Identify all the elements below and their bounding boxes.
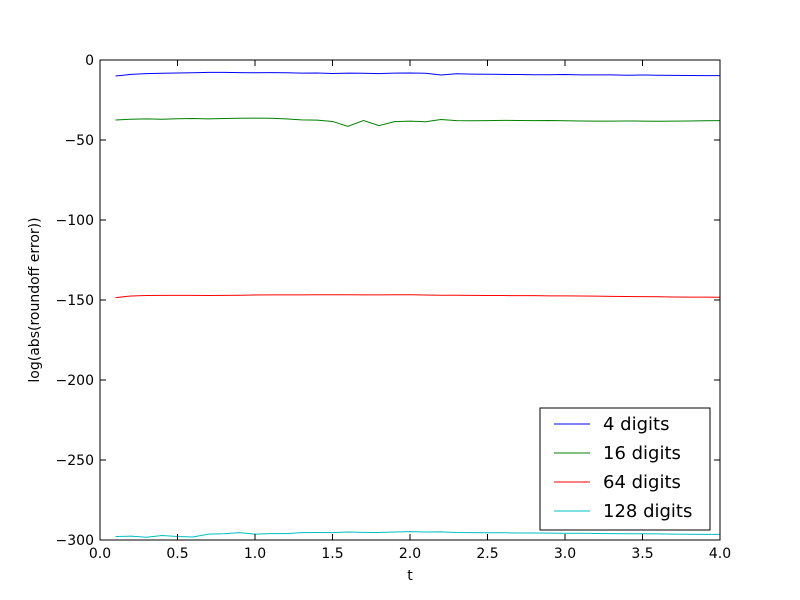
y-tick-label: −50 <box>64 133 94 149</box>
legend: 4 digits 16 digits 64 digits 128 digits <box>539 407 711 531</box>
x-tick-label: 1.5 <box>321 546 343 562</box>
plot-lines <box>115 71 721 538</box>
x-axis: 0.0 0.5 1.0 1.5 2.0 2.5 3.0 3.5 4.0 <box>89 60 731 562</box>
y-axis: 0 −50 −100 −150 −200 −250 −300 <box>56 53 720 549</box>
legend-label-3: 128 digits <box>603 501 692 522</box>
x-tick-label: 3.0 <box>554 546 576 562</box>
x-tick-label: 2.5 <box>476 546 498 562</box>
x-tick-label: 2.0 <box>399 546 421 562</box>
x-tick-label: 4.0 <box>709 546 731 562</box>
legend-label-2: 64 digits <box>603 472 681 493</box>
x-tick-label: 0.0 <box>89 546 111 562</box>
legend-box <box>539 407 711 531</box>
y-tick-label: −250 <box>56 453 94 469</box>
y-tick-label: −150 <box>56 293 94 309</box>
legend-label-0: 4 digits <box>603 414 669 435</box>
series-line-1 <box>115 117 721 127</box>
y-tick-label: −100 <box>56 213 94 229</box>
y-tick-label: 0 <box>85 53 94 69</box>
x-tick-label: 1.0 <box>244 546 266 562</box>
y-tick-label: −300 <box>56 533 94 549</box>
x-tick-label: 3.5 <box>631 546 653 562</box>
x-tick-label: 0.5 <box>166 546 188 562</box>
y-axis-label: log(abs(roundoff error)) <box>27 217 43 382</box>
series-line-3 <box>115 531 720 538</box>
x-axis-label: t <box>407 568 413 584</box>
y-tick-label: −200 <box>56 373 94 389</box>
legend-label-1: 16 digits <box>603 443 681 464</box>
series-line-2 <box>115 294 721 299</box>
series-line-0 <box>115 71 720 77</box>
